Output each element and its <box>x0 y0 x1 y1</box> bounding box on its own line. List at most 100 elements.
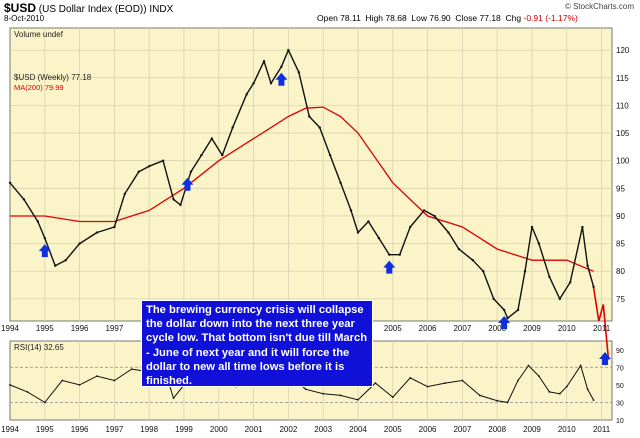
price-point <box>179 203 182 207</box>
price-point <box>221 153 224 157</box>
rsi-point <box>409 376 412 379</box>
price-point <box>137 170 140 173</box>
price-point <box>318 126 321 129</box>
price-point <box>262 59 266 63</box>
rsi-point <box>496 399 499 402</box>
price-point <box>280 65 283 68</box>
price-point <box>113 225 116 229</box>
projection-line <box>592 287 610 360</box>
rsi-x-tick-label: 2005 <box>384 425 402 434</box>
price-point <box>189 170 193 173</box>
rsi-point <box>339 394 342 397</box>
price-point <box>36 220 40 223</box>
rsi-point <box>130 368 133 370</box>
price-point <box>8 181 12 184</box>
price-point <box>398 253 401 256</box>
chart-date: 8-Oct-2010 <box>4 14 45 23</box>
rsi-x-tick-label: 1995 <box>36 425 54 434</box>
price-point <box>569 281 572 284</box>
rsi-point <box>43 401 46 404</box>
rsi-point <box>586 388 589 391</box>
price-point <box>592 285 595 289</box>
price-point <box>200 153 203 157</box>
annotation-box: The brewing currency crisis will collaps… <box>141 300 373 387</box>
rsi-point <box>565 385 568 388</box>
rsi-x-tick-label: 2011 <box>593 425 611 434</box>
price-point <box>22 198 26 201</box>
rsi-x-tick-label: 1994 <box>1 425 19 434</box>
price-x-tick-label: 2010 <box>558 324 576 333</box>
rsi-point <box>548 391 551 393</box>
rsi-point <box>478 394 481 397</box>
price-point <box>245 93 248 96</box>
price-point <box>64 258 67 262</box>
rsi-point <box>357 398 359 401</box>
rsi-x-tick-label: 2006 <box>419 425 437 434</box>
rsi-point <box>304 388 307 391</box>
rsi-x-tick-label: 2004 <box>349 425 367 434</box>
price-point <box>367 220 370 223</box>
price-point <box>147 165 151 168</box>
rsi-x-tick-label: 2001 <box>245 425 263 434</box>
price-y-tick-label: 75 <box>616 295 625 304</box>
price-point <box>502 308 506 312</box>
rsi-point <box>558 392 561 395</box>
rsi-x-tick-label: 1996 <box>71 425 89 434</box>
rsi-y-tick-label: 30 <box>616 400 624 407</box>
rsi-point <box>444 382 446 385</box>
price-point <box>210 137 214 140</box>
price-x-tick-label: 2008 <box>488 324 506 333</box>
cycle-low-arrow-icon <box>599 352 612 365</box>
price-y-tick-label: 85 <box>616 240 625 249</box>
rsi-x-tick-label: 2007 <box>453 425 471 434</box>
rsi-point <box>9 383 11 386</box>
price-x-tick-label: 1994 <box>1 324 19 333</box>
ma200-line <box>10 106 594 272</box>
rsi-point <box>96 375 98 378</box>
price-point <box>349 209 353 212</box>
rsi-point <box>517 379 519 382</box>
price-point <box>447 231 450 234</box>
cycle-low-arrow-icon <box>181 177 194 191</box>
chart-symbol-line: $USD (US Dollar Index (EOD)) INDX <box>4 1 173 15</box>
price-point <box>506 317 509 320</box>
price-point <box>558 297 562 301</box>
rsi-point <box>391 396 394 399</box>
rsi-point <box>527 364 530 367</box>
price-point <box>471 258 475 262</box>
price-point <box>43 236 46 240</box>
price-point <box>492 297 495 301</box>
price-point <box>377 236 381 240</box>
price-x-tick-label: 1996 <box>71 324 89 333</box>
price-y-tick-label: 115 <box>616 74 629 83</box>
rsi-y-tick-label: 50 <box>616 383 624 390</box>
price-point <box>328 153 332 157</box>
price-x-tick-label: 2005 <box>384 324 402 333</box>
price-y-tick-label: 95 <box>616 184 625 193</box>
price-y-tick-label: 80 <box>616 267 625 276</box>
price-point <box>537 242 541 245</box>
rsi-point <box>172 397 175 399</box>
price-point <box>516 308 520 312</box>
price-point <box>297 71 301 74</box>
price-x-tick-label: 1995 <box>36 324 54 333</box>
rsi-series-label: RSI(14) 32.65 <box>14 343 64 352</box>
high-value: 78.68 <box>385 13 407 23</box>
symbol: $USD <box>4 1 37 15</box>
rsi-point <box>579 364 582 367</box>
cycle-low-arrow-icon <box>498 315 511 329</box>
rsi-x-tick-label: 2000 <box>210 425 228 434</box>
price-point <box>548 275 551 278</box>
price-point <box>457 247 461 251</box>
price-x-tick-label: 2007 <box>453 324 471 333</box>
price-x-tick-label: 1997 <box>105 324 123 333</box>
rsi-x-tick-label: 1997 <box>105 425 123 434</box>
price-point <box>482 270 485 273</box>
rsi-point <box>374 382 377 385</box>
price-point <box>123 192 127 196</box>
brand-watermark: © StockCharts.com <box>564 2 634 11</box>
price-series-label: $USD (Weekly) 77.18 <box>14 73 92 82</box>
rsi-point <box>322 392 325 395</box>
rsi-point <box>426 385 429 388</box>
rsi-x-tick-label: 2010 <box>558 425 576 434</box>
